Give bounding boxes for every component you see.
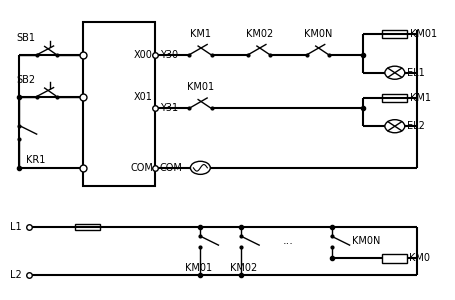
Text: KM1: KM1 bbox=[190, 28, 211, 38]
Text: Y31: Y31 bbox=[160, 103, 178, 113]
Text: KM0: KM0 bbox=[409, 254, 430, 263]
Text: KM02: KM02 bbox=[230, 263, 257, 273]
Text: L1: L1 bbox=[10, 222, 22, 232]
Text: KM01: KM01 bbox=[410, 29, 437, 39]
Text: KR1: KR1 bbox=[26, 155, 46, 165]
Text: COM: COM bbox=[130, 163, 153, 173]
Text: KM02: KM02 bbox=[246, 28, 273, 38]
Text: KM0N: KM0N bbox=[304, 28, 332, 38]
Bar bbox=[382, 94, 407, 102]
Text: L2: L2 bbox=[10, 270, 22, 280]
Circle shape bbox=[385, 120, 405, 133]
Text: EL1: EL1 bbox=[407, 68, 425, 78]
Bar bbox=[83, 22, 155, 186]
Text: ...: ... bbox=[283, 236, 294, 246]
Text: KM01: KM01 bbox=[185, 263, 212, 273]
Circle shape bbox=[385, 66, 405, 79]
Text: KM1: KM1 bbox=[410, 93, 430, 103]
Bar bbox=[382, 30, 407, 38]
Text: COM: COM bbox=[160, 163, 182, 173]
Circle shape bbox=[191, 161, 210, 174]
Text: SB2: SB2 bbox=[17, 75, 36, 85]
Text: KM01: KM01 bbox=[187, 82, 214, 92]
Text: X00: X00 bbox=[134, 50, 153, 60]
Text: Y30: Y30 bbox=[160, 50, 178, 60]
Text: EL2: EL2 bbox=[407, 121, 425, 131]
Text: SB1: SB1 bbox=[17, 33, 36, 43]
Text: X01: X01 bbox=[134, 92, 153, 101]
Text: KM0N: KM0N bbox=[352, 236, 380, 246]
Bar bbox=[382, 254, 407, 262]
Bar bbox=[75, 224, 100, 230]
